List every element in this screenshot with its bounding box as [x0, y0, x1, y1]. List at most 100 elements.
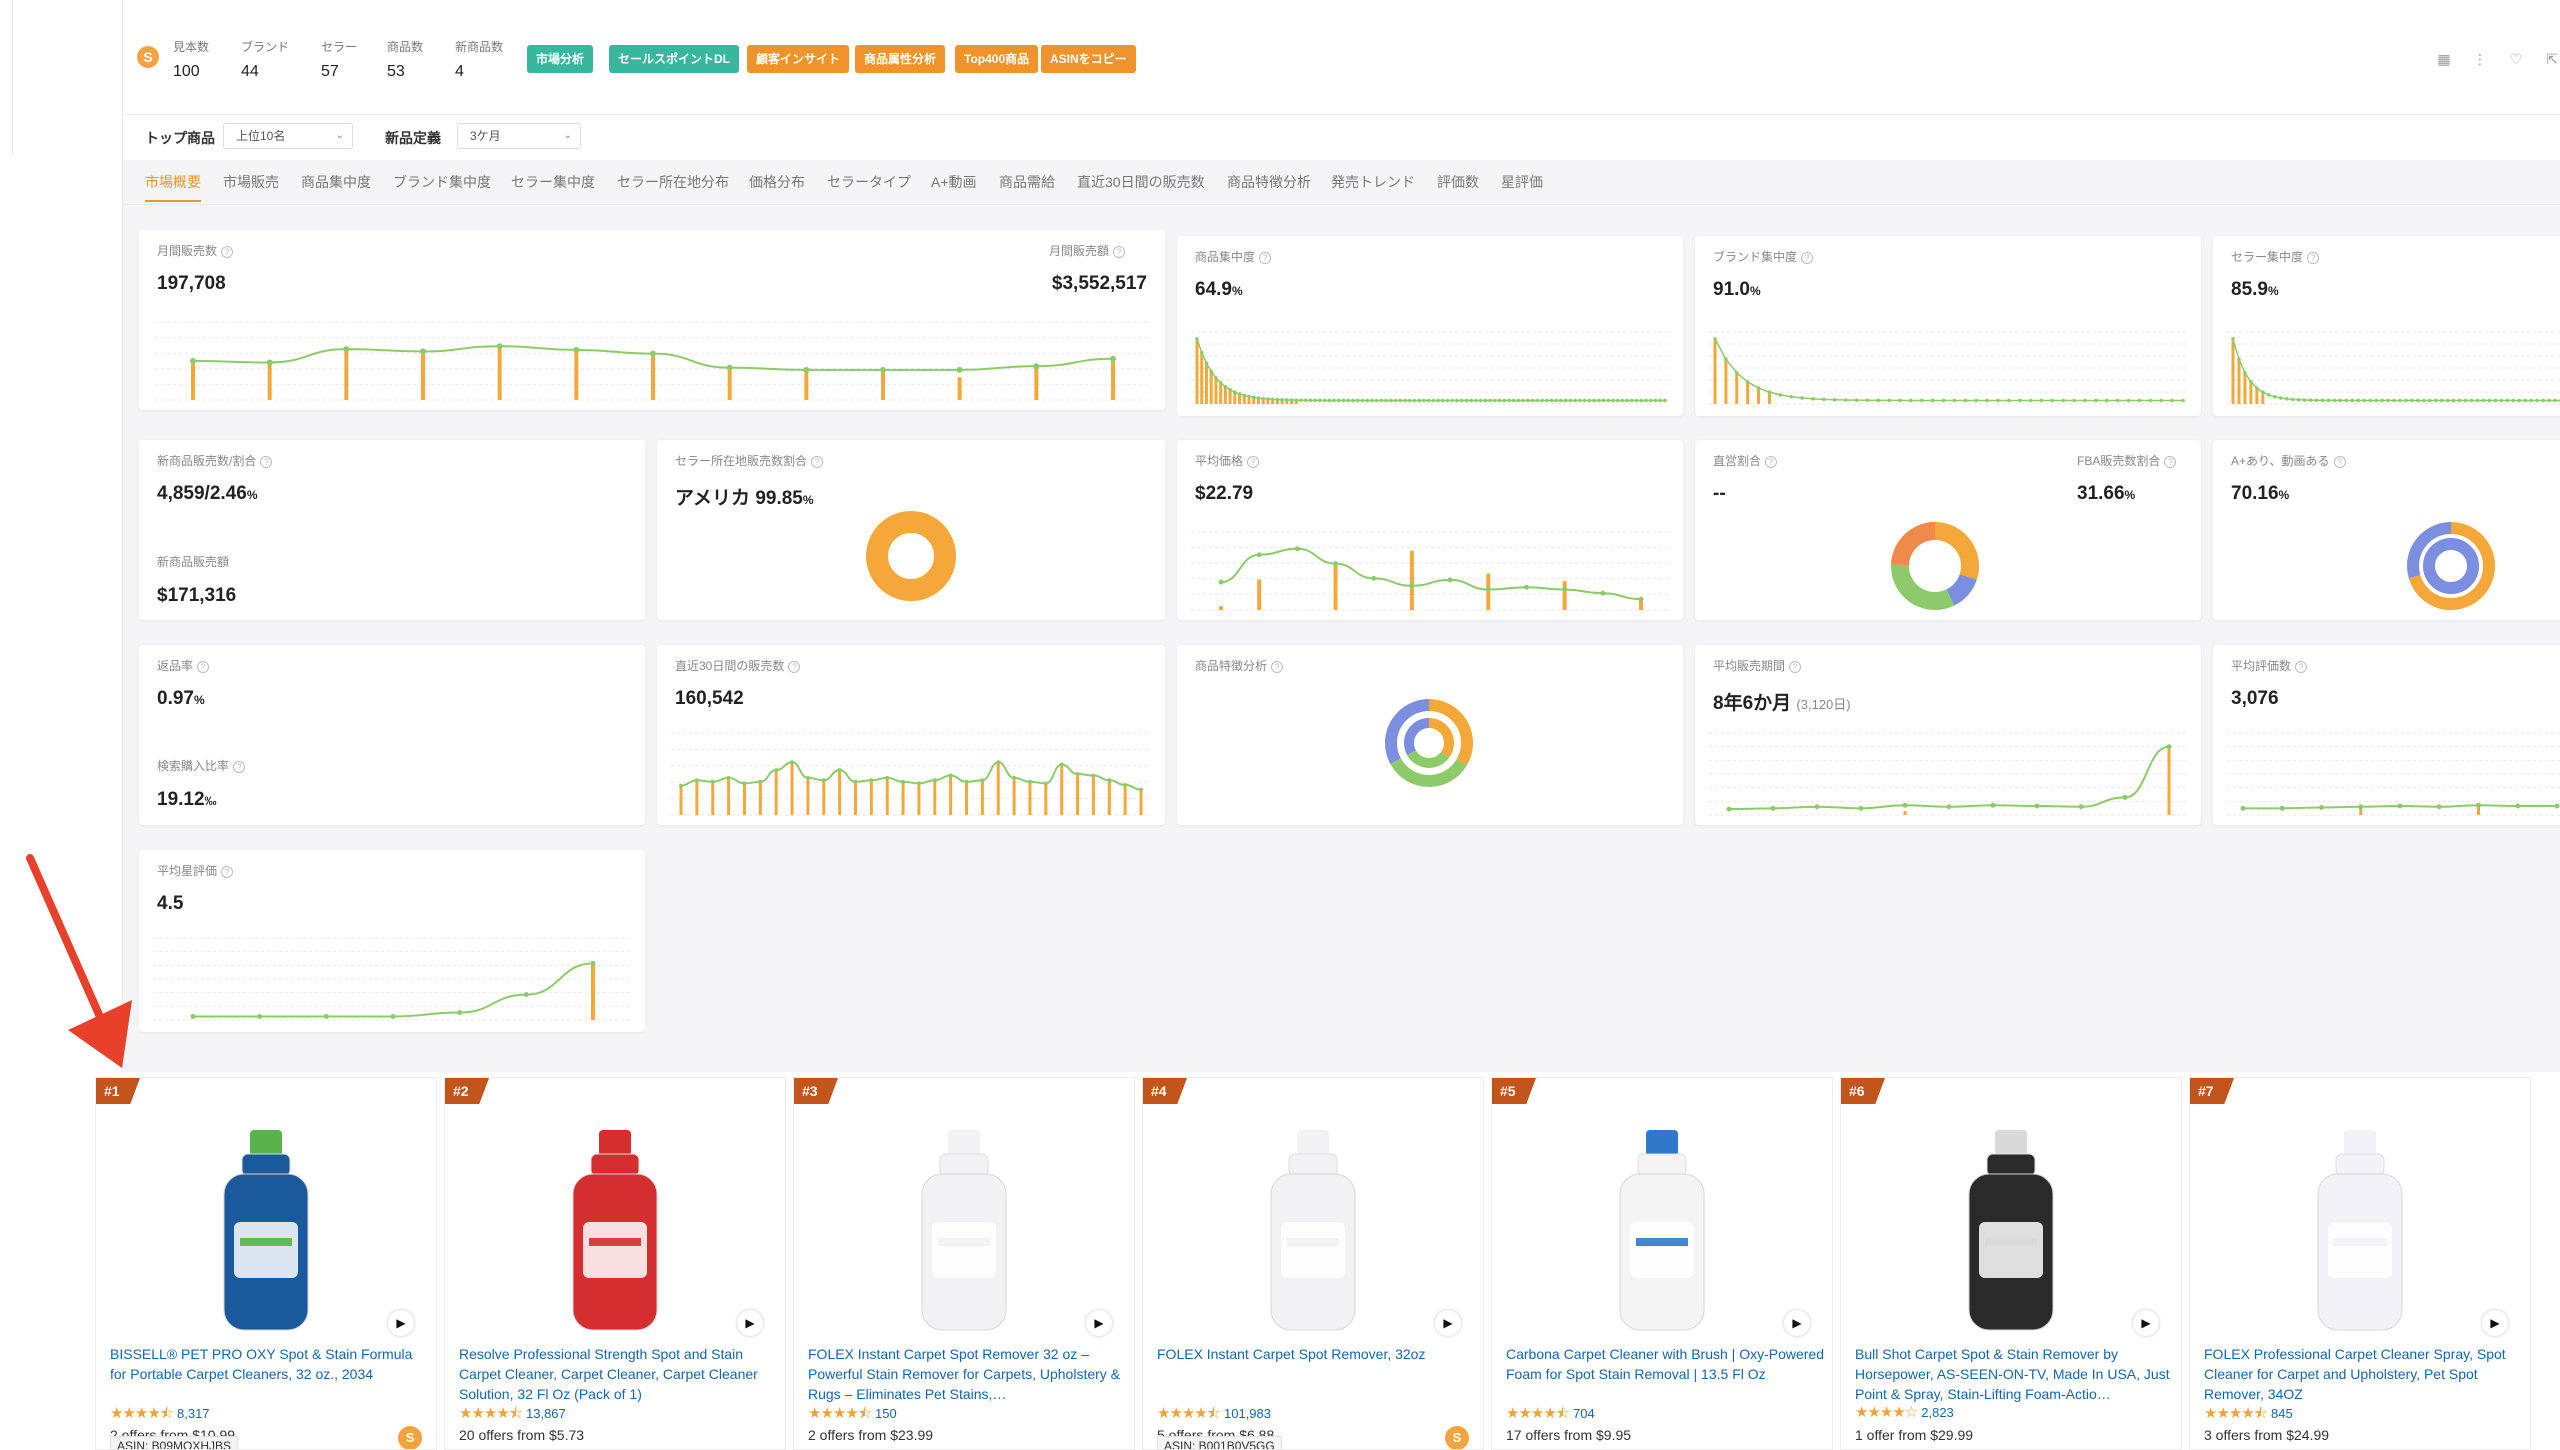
tab-product-concentration[interactable]: 商品集中度 — [301, 174, 371, 190]
review-count-link[interactable]: 13,867 — [526, 1406, 566, 1421]
tab-supply-demand[interactable]: 商品需給 — [999, 174, 1055, 190]
product-title-link[interactable]: FOLEX Instant Carpet Spot Remover 32 oz … — [808, 1346, 1121, 1402]
sales-point-dl-button[interactable]: セールスポイントDL — [609, 45, 739, 73]
tab-feature-analysis[interactable]: 商品特徴分析 — [1227, 174, 1311, 190]
product-card[interactable]: #4 ▶ FOLEX Instant Carpet Spot Remover, 32… — [1142, 1077, 1484, 1450]
line-point — [1464, 398, 1469, 403]
help-icon[interactable]: ? — [2164, 455, 2177, 468]
asin-label[interactable]: ASIN: B001B0V5GG — [1157, 1436, 1282, 1449]
line-point — [1237, 392, 1242, 396]
offers-text[interactable]: 2 offers from $23.99 — [808, 1427, 934, 1443]
review-count-link[interactable]: 101,983 — [1224, 1406, 1271, 1421]
tab-aplus-video[interactable]: A+動画 — [931, 174, 977, 190]
offers-text[interactable]: 20 offers from $5.73 — [459, 1427, 585, 1443]
bar-mark — [885, 779, 889, 815]
sellersprite-badge-icon[interactable]: S — [1445, 1426, 1469, 1449]
help-icon[interactable]: ? — [1765, 455, 1778, 468]
bar-mark — [1724, 359, 1728, 404]
tab-last-30-days[interactable]: 直近30日間の販売数 — [1077, 174, 1205, 190]
more-icon[interactable]: ⋮ — [2473, 51, 2487, 67]
help-icon[interactable]: ? — [1259, 251, 1272, 264]
line-point — [2061, 398, 2066, 403]
tab-brand-concentration[interactable]: ブランド集中度 — [393, 174, 491, 190]
help-icon[interactable]: ? — [1247, 455, 1260, 468]
product-card[interactable]: #2 ▶ Resolve Professional Strength Spot an… — [444, 1077, 786, 1450]
sellersprite-logo-icon: S — [137, 46, 159, 68]
review-count-link[interactable]: 704 — [1573, 1406, 1595, 1421]
review-count-link[interactable]: 845 — [2271, 1406, 2293, 1421]
top-products-select[interactable]: 上位10名 ⌄ — [223, 123, 353, 149]
review-count-link[interactable]: 150 — [875, 1406, 897, 1421]
play-video-icon[interactable]: ▶ — [737, 1310, 763, 1336]
product-title-link[interactable]: FOLEX Professional Carpet Cleaner Spray,… — [2204, 1346, 2506, 1402]
help-icon[interactable]: ? — [233, 760, 246, 773]
product-title-link[interactable]: Carbona Carpet Cleaner with Brush | Oxy-… — [1506, 1346, 1824, 1382]
review-count-link[interactable]: 8,317 — [177, 1406, 210, 1421]
play-video-icon[interactable]: ▶ — [2482, 1310, 2508, 1336]
line-point — [1540, 398, 1544, 403]
line-point — [1592, 398, 1596, 403]
asin-label[interactable]: ASIN: B09MOXHJBS — [110, 1436, 239, 1449]
attribute-analysis-button[interactable]: 商品属性分析 — [855, 45, 946, 73]
sellersprite-badge-icon[interactable]: S — [398, 1426, 422, 1449]
help-icon[interactable]: ? — [221, 865, 234, 878]
help-icon[interactable]: ? — [2295, 660, 2308, 673]
help-icon[interactable]: ? — [197, 660, 210, 673]
review-count-link[interactable]: 2,823 — [1921, 1405, 1954, 1420]
play-video-icon[interactable]: ▶ — [388, 1310, 414, 1336]
grid-icon[interactable]: ▦ — [2437, 51, 2451, 67]
tab-market-sales[interactable]: 市場販売 — [223, 174, 279, 190]
copy-asin-button[interactable]: ASINをコピー — [1041, 45, 1136, 73]
play-video-icon[interactable]: ▶ — [1086, 1310, 1112, 1336]
product-card[interactable]: #3 ▶ FOLEX Instant Carpet Spot Remover 32 … — [793, 1077, 1135, 1450]
bottle-neck — [2335, 1153, 2385, 1177]
customer-insight-button[interactable]: 顧客インサイト — [747, 45, 850, 73]
play-video-icon[interactable]: ▶ — [1435, 1310, 1461, 1336]
play-video-icon[interactable]: ▶ — [1784, 1310, 1810, 1336]
card-title: 返品率? — [157, 657, 210, 674]
help-icon[interactable]: ? — [1271, 660, 1284, 673]
last-30-days-card: 直近30日間の販売数? 160,542 — [657, 645, 1165, 825]
help-icon[interactable]: ? — [811, 455, 824, 468]
offers-text[interactable]: 1 offer from $29.99 — [1855, 1427, 1974, 1443]
market-analysis-button[interactable]: 市場分析 — [527, 45, 594, 73]
tab-seller-location[interactable]: セラー所在地分布 — [617, 174, 729, 190]
product-card[interactable]: #5 ▶ Carbona Carpet Cleaner with Brush | O… — [1491, 1077, 1833, 1450]
product-card[interactable]: #7 ▶ FOLEX Professional Carpet Cleaner Spr… — [2189, 1077, 2531, 1450]
bar-mark — [344, 349, 349, 400]
bar-mark — [1012, 779, 1016, 815]
offers-text[interactable]: 3 offers from $24.99 — [2204, 1427, 2330, 1443]
offers-text[interactable]: 17 offers from $9.95 — [1506, 1427, 1632, 1443]
product-title-link[interactable]: Resolve Professional Strength Spot and S… — [459, 1346, 758, 1402]
help-icon[interactable]: ? — [1789, 660, 1802, 673]
tab-launch-trend[interactable]: 発売トレンド — [1331, 174, 1415, 190]
product-title-link[interactable]: Bull Shot Carpet Spot & Stain Remover by… — [1855, 1346, 2170, 1402]
help-icon[interactable]: ? — [2333, 455, 2346, 468]
heart-icon[interactable]: ♡ — [2509, 51, 2523, 67]
product-card[interactable]: #6 ▶ Bull Shot Carpet Spot & Stain Remover… — [1840, 1077, 2182, 1450]
tab-price-distribution[interactable]: 価格分布 — [749, 174, 805, 190]
card-title-text: FBA販売数割合 — [2077, 454, 2161, 468]
top400-button[interactable]: Top400商品 — [955, 45, 1039, 73]
product-title-link[interactable]: FOLEX Instant Carpet Spot Remover, 32oz — [1157, 1346, 1426, 1362]
help-icon[interactable]: ? — [260, 455, 273, 468]
new-definition-select[interactable]: 3ケ月 ⌄ — [457, 123, 581, 149]
line-point — [343, 346, 350, 353]
tab-review-count[interactable]: 評価数 — [1437, 174, 1479, 190]
help-icon[interactable]: ? — [1801, 251, 1814, 264]
stat-label: 見本数 — [173, 40, 210, 54]
help-icon[interactable]: ? — [788, 660, 801, 673]
line-point — [1526, 398, 1530, 403]
product-title-link[interactable]: BISSELL® PET PRO OXY Spot & Stain Formul… — [110, 1346, 413, 1382]
export-icon[interactable]: ⇱ — [2546, 51, 2558, 67]
line-point — [956, 366, 963, 373]
tab-seller-concentration[interactable]: セラー集中度 — [511, 174, 595, 190]
help-icon[interactable]: ? — [221, 245, 234, 258]
tab-seller-type[interactable]: セラータイプ — [827, 174, 911, 190]
help-icon[interactable]: ? — [1113, 245, 1125, 258]
tab-star-rating[interactable]: 星評価 — [1501, 174, 1543, 190]
help-icon[interactable]: ? — [2307, 251, 2320, 264]
play-video-icon[interactable]: ▶ — [2133, 1310, 2159, 1336]
product-card[interactable]: #1 ▶ BISSELL® PET PRO OXY Spot & Stain For… — [95, 1077, 437, 1450]
tab-market-overview[interactable]: 市場概要 — [145, 172, 201, 202]
